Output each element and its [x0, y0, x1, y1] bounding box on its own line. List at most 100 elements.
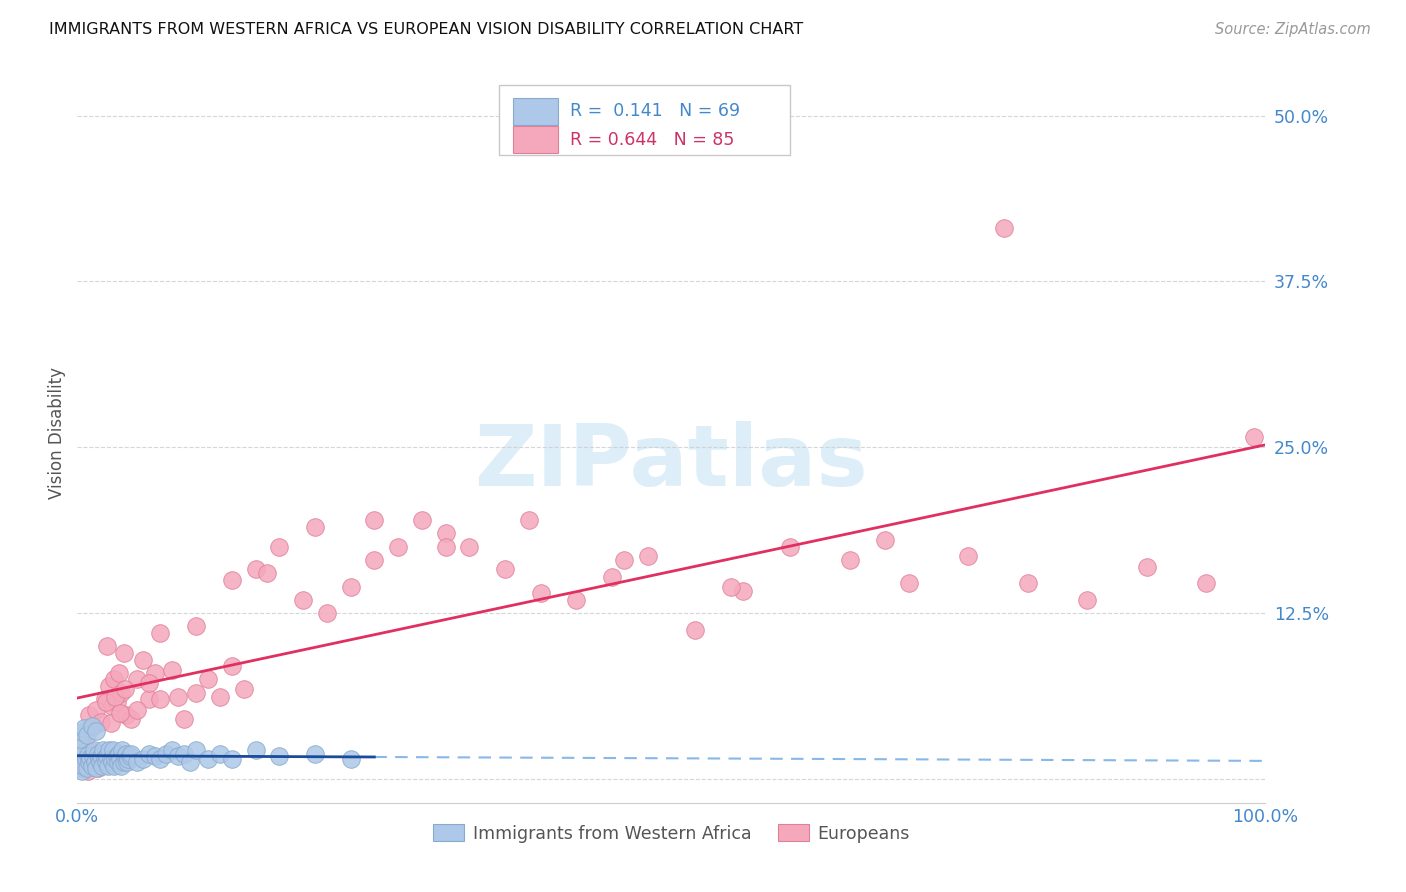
- Point: [186, 743, 208, 757]
- Point: [96, 639, 118, 653]
- Point: [118, 749, 141, 764]
- Point: [131, 652, 153, 666]
- Point: [86, 761, 108, 775]
- Point: [114, 749, 136, 764]
- Point: [108, 706, 131, 720]
- Point: [77, 755, 100, 769]
- Bar: [513, 98, 558, 125]
- Point: [77, 747, 100, 762]
- Point: [108, 747, 131, 761]
- Point: [83, 743, 105, 757]
- Point: [149, 692, 172, 706]
- Point: [91, 755, 114, 769]
- Point: [162, 743, 184, 757]
- Point: [120, 747, 142, 761]
- Point: [90, 714, 112, 729]
- Point: [149, 752, 172, 766]
- Point: [100, 752, 122, 766]
- Point: [70, 725, 93, 739]
- Point: [76, 728, 98, 742]
- Point: [117, 752, 139, 766]
- Point: [77, 708, 100, 723]
- Point: [98, 743, 121, 757]
- Point: [411, 513, 433, 527]
- Point: [101, 743, 124, 757]
- Point: [898, 575, 921, 590]
- Point: [111, 743, 134, 757]
- Point: [70, 764, 93, 778]
- Point: [197, 673, 219, 687]
- Point: [245, 562, 267, 576]
- Point: [82, 719, 104, 733]
- Point: [186, 686, 208, 700]
- Point: [100, 716, 122, 731]
- Point: [197, 752, 219, 766]
- Point: [93, 692, 115, 706]
- Point: [494, 562, 516, 576]
- Point: [104, 752, 127, 766]
- Point: [600, 570, 623, 584]
- Point: [115, 747, 138, 761]
- Text: ZIPatlas: ZIPatlas: [474, 421, 869, 504]
- Point: [720, 580, 742, 594]
- Point: [208, 747, 231, 761]
- Point: [93, 743, 115, 757]
- Point: [125, 673, 148, 687]
- Point: [162, 663, 184, 677]
- Point: [245, 743, 267, 757]
- Point: [93, 750, 115, 764]
- Text: R = 0.644   N = 85: R = 0.644 N = 85: [571, 130, 735, 148]
- Point: [155, 747, 177, 761]
- Point: [107, 755, 129, 769]
- Point: [179, 755, 201, 769]
- Point: [105, 695, 128, 709]
- Point: [75, 747, 97, 762]
- Point: [114, 681, 136, 696]
- Point: [125, 755, 148, 769]
- Point: [110, 686, 132, 700]
- Point: [80, 719, 103, 733]
- Point: [77, 764, 100, 778]
- Point: [89, 747, 111, 762]
- Point: [82, 749, 104, 764]
- Point: [125, 703, 148, 717]
- Point: [76, 761, 98, 775]
- Point: [138, 692, 160, 706]
- Point: [1195, 575, 1218, 590]
- Point: [269, 540, 291, 554]
- Point: [387, 540, 409, 554]
- Point: [108, 665, 131, 680]
- Legend: Immigrants from Western Africa, Europeans: Immigrants from Western Africa, European…: [426, 818, 917, 850]
- Point: [84, 755, 107, 769]
- Point: [94, 755, 117, 769]
- Point: [173, 712, 195, 726]
- Point: [73, 722, 96, 736]
- Point: [120, 712, 142, 726]
- Point: [112, 646, 135, 660]
- FancyBboxPatch shape: [499, 85, 790, 155]
- Point: [143, 665, 166, 680]
- Text: R =  0.141   N = 69: R = 0.141 N = 69: [571, 103, 741, 120]
- Point: [339, 580, 361, 594]
- Point: [565, 592, 588, 607]
- Point: [149, 626, 172, 640]
- Point: [98, 679, 121, 693]
- Point: [779, 540, 801, 554]
- Point: [72, 756, 94, 770]
- Point: [112, 755, 135, 769]
- Point: [115, 755, 138, 769]
- Point: [363, 553, 385, 567]
- Point: [517, 513, 540, 527]
- Point: [731, 583, 754, 598]
- Point: [138, 676, 160, 690]
- Point: [186, 619, 208, 633]
- Point: [108, 752, 131, 766]
- Point: [269, 749, 291, 764]
- Point: [91, 758, 114, 772]
- Text: Source: ZipAtlas.com: Source: ZipAtlas.com: [1215, 22, 1371, 37]
- Point: [67, 761, 90, 775]
- Point: [458, 540, 481, 554]
- Point: [79, 758, 101, 772]
- Point: [86, 747, 108, 761]
- Point: [143, 749, 166, 764]
